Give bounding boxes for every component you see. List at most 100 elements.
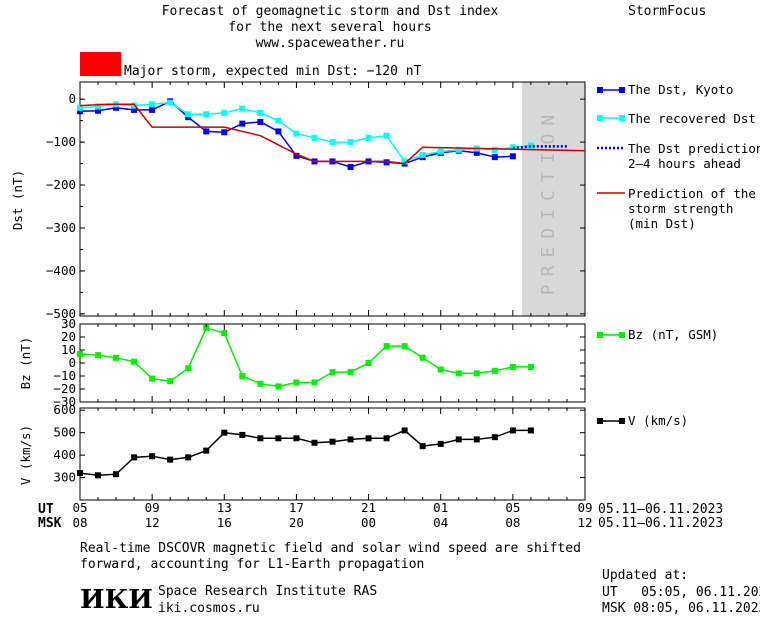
title-line-1: Forecast of geomagnetic storm and Dst in… [161, 4, 499, 19]
dst-point [383, 159, 390, 166]
dst-point [491, 146, 498, 153]
dst-ytick-label: 0 [68, 91, 76, 106]
v-ytick-label: 300 [53, 470, 76, 485]
legend-bz-label: Bz (nT, GSM) [628, 327, 718, 342]
dst-point [77, 104, 83, 111]
bz-ytick-label: −30 [53, 394, 76, 409]
v-ytick-label: 600 [53, 402, 76, 417]
legend-prediction-label-2: 2–4 hours ahead [628, 156, 741, 171]
dst-point [473, 149, 480, 156]
msk-tick-label: 08 [72, 515, 87, 530]
dst-point [347, 139, 354, 146]
bz-point [491, 367, 498, 374]
bz-point [347, 369, 354, 376]
dst-point [275, 128, 282, 135]
v-point [527, 427, 534, 434]
dst-point [491, 154, 498, 161]
storm-label: Major storm, expected min Dst: −120 nT [124, 64, 422, 79]
title-line-2: for the next several hours [228, 20, 432, 35]
dst-point [131, 106, 138, 113]
v-point [275, 435, 282, 442]
prediction-zone [521, 82, 585, 316]
ut-tick-label: 21 [361, 500, 376, 515]
bz-ytick-label: 20 [61, 329, 76, 344]
ut-tick-label: 17 [289, 500, 304, 515]
dst-point [221, 109, 228, 116]
bz-point [329, 369, 336, 376]
bz-point [113, 354, 120, 361]
bz-point [185, 365, 192, 372]
legend-bz-marker-2 [619, 332, 625, 338]
dst-panel-frame [79, 81, 586, 317]
dst-point [419, 151, 426, 158]
dst-point [185, 111, 192, 118]
bz-point [203, 324, 210, 331]
dst-point [383, 132, 390, 139]
msk-tick-label: 12 [577, 515, 592, 530]
dst-point [239, 120, 246, 127]
msk-axis-label: MSK [38, 516, 62, 531]
msk-date-range: 05.11–06.11.2023 [598, 516, 724, 531]
updated-msk: MSK 08:05, 06.11.2023 [602, 601, 760, 616]
bz-point [167, 378, 174, 385]
dst-point [257, 109, 264, 116]
v-point [293, 435, 300, 442]
v-point [365, 435, 372, 442]
dst-point [203, 111, 210, 118]
dst-point [95, 103, 102, 110]
dst-plot: 0 −100 −200 −300 −400 −500 [46, 82, 586, 321]
msk-tick-label: 12 [145, 515, 160, 530]
ut-tick-label: 09 [145, 500, 160, 515]
bz-point [293, 379, 300, 386]
bz-ytick-label: −20 [53, 381, 76, 396]
institute-url[interactable]: iki.cosmos.ru [158, 601, 260, 616]
v-point [491, 434, 498, 441]
bz-point [365, 360, 372, 366]
dst-point [527, 142, 534, 149]
bz-point [149, 375, 156, 382]
bz-point [311, 379, 318, 386]
bz-point [473, 370, 480, 377]
dst-ytick-label: −300 [46, 220, 76, 235]
bz-ytick-label: −10 [53, 368, 76, 383]
ut-tick-label: 01 [433, 500, 448, 515]
v-point [239, 431, 246, 438]
bz-point [383, 343, 390, 350]
v-point [347, 436, 354, 443]
legend-dst-kyoto-marker-1 [597, 87, 603, 93]
bz-point [455, 370, 462, 377]
v-point [185, 454, 192, 461]
dst-point [401, 158, 408, 165]
v-point [77, 470, 83, 477]
footer-note-line-1: Real-time DSCOVR magnetic field and sola… [80, 541, 581, 556]
bz-point [131, 358, 138, 365]
bz-point [239, 373, 246, 379]
v-ytick-label: 500 [53, 425, 76, 440]
updated-ut: UT 05:05, 06.11.2023 [602, 585, 760, 600]
dst-point [293, 152, 300, 159]
dst-ytick-label: −200 [46, 177, 76, 192]
msk-tick-label: 08 [505, 515, 520, 530]
v-axis-title: V (km/s) [18, 425, 33, 485]
dst-point [293, 130, 300, 137]
legend-dst-kyoto-marker-2 [619, 87, 625, 93]
dst-point [239, 105, 246, 112]
v-point [95, 472, 102, 479]
v-point [329, 438, 336, 445]
v-point [311, 439, 318, 446]
bz-series-line-0 [79, 326, 531, 388]
v-point [401, 427, 408, 434]
v-point [473, 436, 480, 443]
v-series-line-0 [79, 429, 531, 477]
prediction-label: PREDICTION [538, 107, 559, 295]
bz-ytick-label: 30 [61, 316, 76, 331]
legend-strength-label-2: storm strength [628, 201, 733, 216]
v-panel-frame [79, 407, 586, 501]
dst-ytick-label: −400 [46, 263, 76, 278]
v-point [509, 427, 516, 434]
legend-v-marker-1 [597, 418, 603, 424]
bz-point [437, 366, 444, 373]
dst-point [149, 106, 156, 113]
